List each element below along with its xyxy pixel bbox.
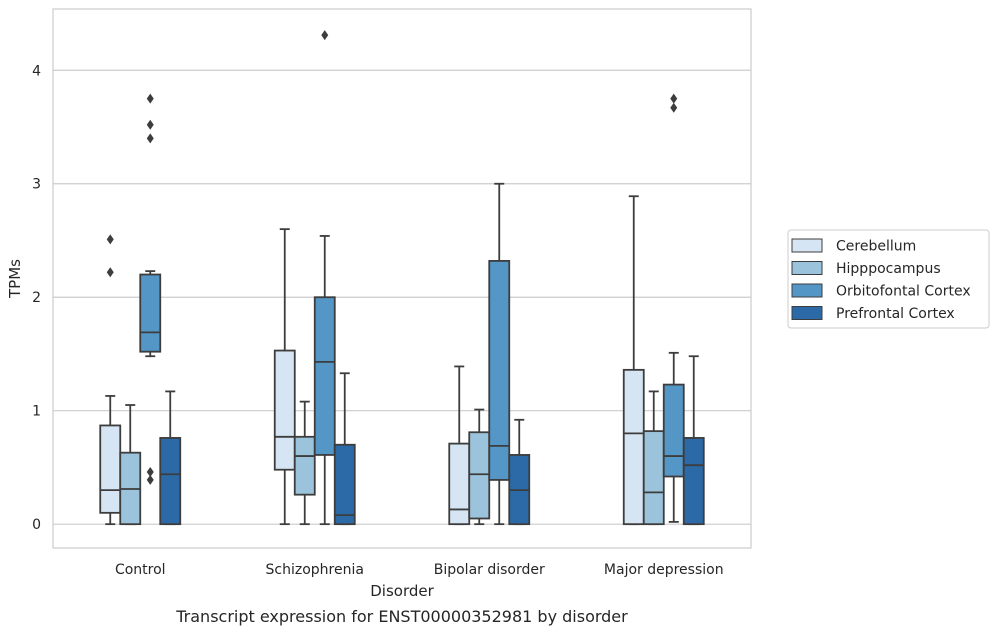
- outlier-point: [146, 466, 154, 477]
- box-body: [333, 443, 356, 526]
- legend-entry: Orbitofontal Cortex: [836, 284, 971, 300]
- box: [333, 372, 356, 526]
- box-body: [448, 442, 471, 526]
- outlier-point: [146, 119, 154, 130]
- plot-frame: [52, 8, 752, 549]
- legend-entry: Prefrontal Cortex: [836, 306, 955, 322]
- legend-swatch: [791, 261, 823, 275]
- y-tick-labels: 0 1 2 3 4: [32, 63, 41, 533]
- box: [642, 390, 665, 526]
- outlier-point: [106, 267, 114, 278]
- legend-box: [787, 229, 990, 329]
- box: [508, 418, 531, 526]
- chart-caption: Transcript expression for ENST0000035298…: [175, 607, 628, 626]
- legend-swatch: [791, 306, 823, 320]
- legend-entry: Hipppocampus: [836, 261, 941, 277]
- box-body: [293, 435, 316, 496]
- box-body: [468, 431, 491, 520]
- box: [662, 93, 685, 523]
- y-tick-label: 4: [32, 63, 41, 79]
- box-body: [159, 437, 182, 526]
- box: [119, 404, 142, 526]
- y-tick-label: 3: [32, 177, 41, 193]
- x-tick-labels: Control Schizophrenia Bipolar disorder Majo…: [115, 562, 724, 578]
- box: [139, 93, 162, 485]
- boxes: [99, 30, 705, 526]
- outlier-point: [670, 102, 678, 113]
- box: [622, 195, 645, 526]
- x-tick-label: Bipolar disorder: [434, 562, 545, 578]
- box-body: [313, 296, 336, 456]
- box-body: [273, 349, 296, 471]
- y-tick-label: 1: [32, 404, 41, 420]
- outlier-point: [321, 30, 329, 41]
- box: [99, 234, 122, 526]
- legend-swatch: [791, 283, 823, 298]
- box: [468, 408, 491, 526]
- box-body: [139, 273, 162, 353]
- x-tick-label: Control: [115, 562, 166, 578]
- box: [448, 365, 471, 526]
- box: [293, 400, 316, 526]
- legend-swatch: [791, 238, 823, 253]
- x-tick-label: Major depression: [604, 562, 724, 578]
- outlier-point: [146, 93, 154, 104]
- box-body: [99, 424, 122, 514]
- legend: Cerebellum Hipppocampus Orbitofontal Corte…: [787, 229, 990, 329]
- box-body: [488, 260, 511, 481]
- box: [488, 182, 511, 526]
- outlier-point: [106, 234, 114, 245]
- outlier-point: [146, 133, 154, 144]
- legend-entry: Cerebellum: [836, 239, 916, 255]
- box: [159, 390, 182, 526]
- outlier-point: [146, 474, 154, 485]
- box-body: [642, 430, 665, 526]
- box-body: [622, 368, 645, 526]
- box: [682, 355, 705, 526]
- y-axis-label: TPMs: [6, 259, 24, 299]
- y-tick-label: 2: [32, 290, 41, 306]
- outlier-point: [670, 93, 678, 104]
- box: [313, 30, 336, 526]
- x-tick-label: Schizophrenia: [266, 562, 364, 578]
- box-body: [682, 437, 705, 526]
- box-body: [662, 383, 685, 478]
- x-axis-label: Disorder: [370, 582, 434, 600]
- box: [273, 228, 296, 526]
- y-tick-label: 0: [32, 517, 41, 533]
